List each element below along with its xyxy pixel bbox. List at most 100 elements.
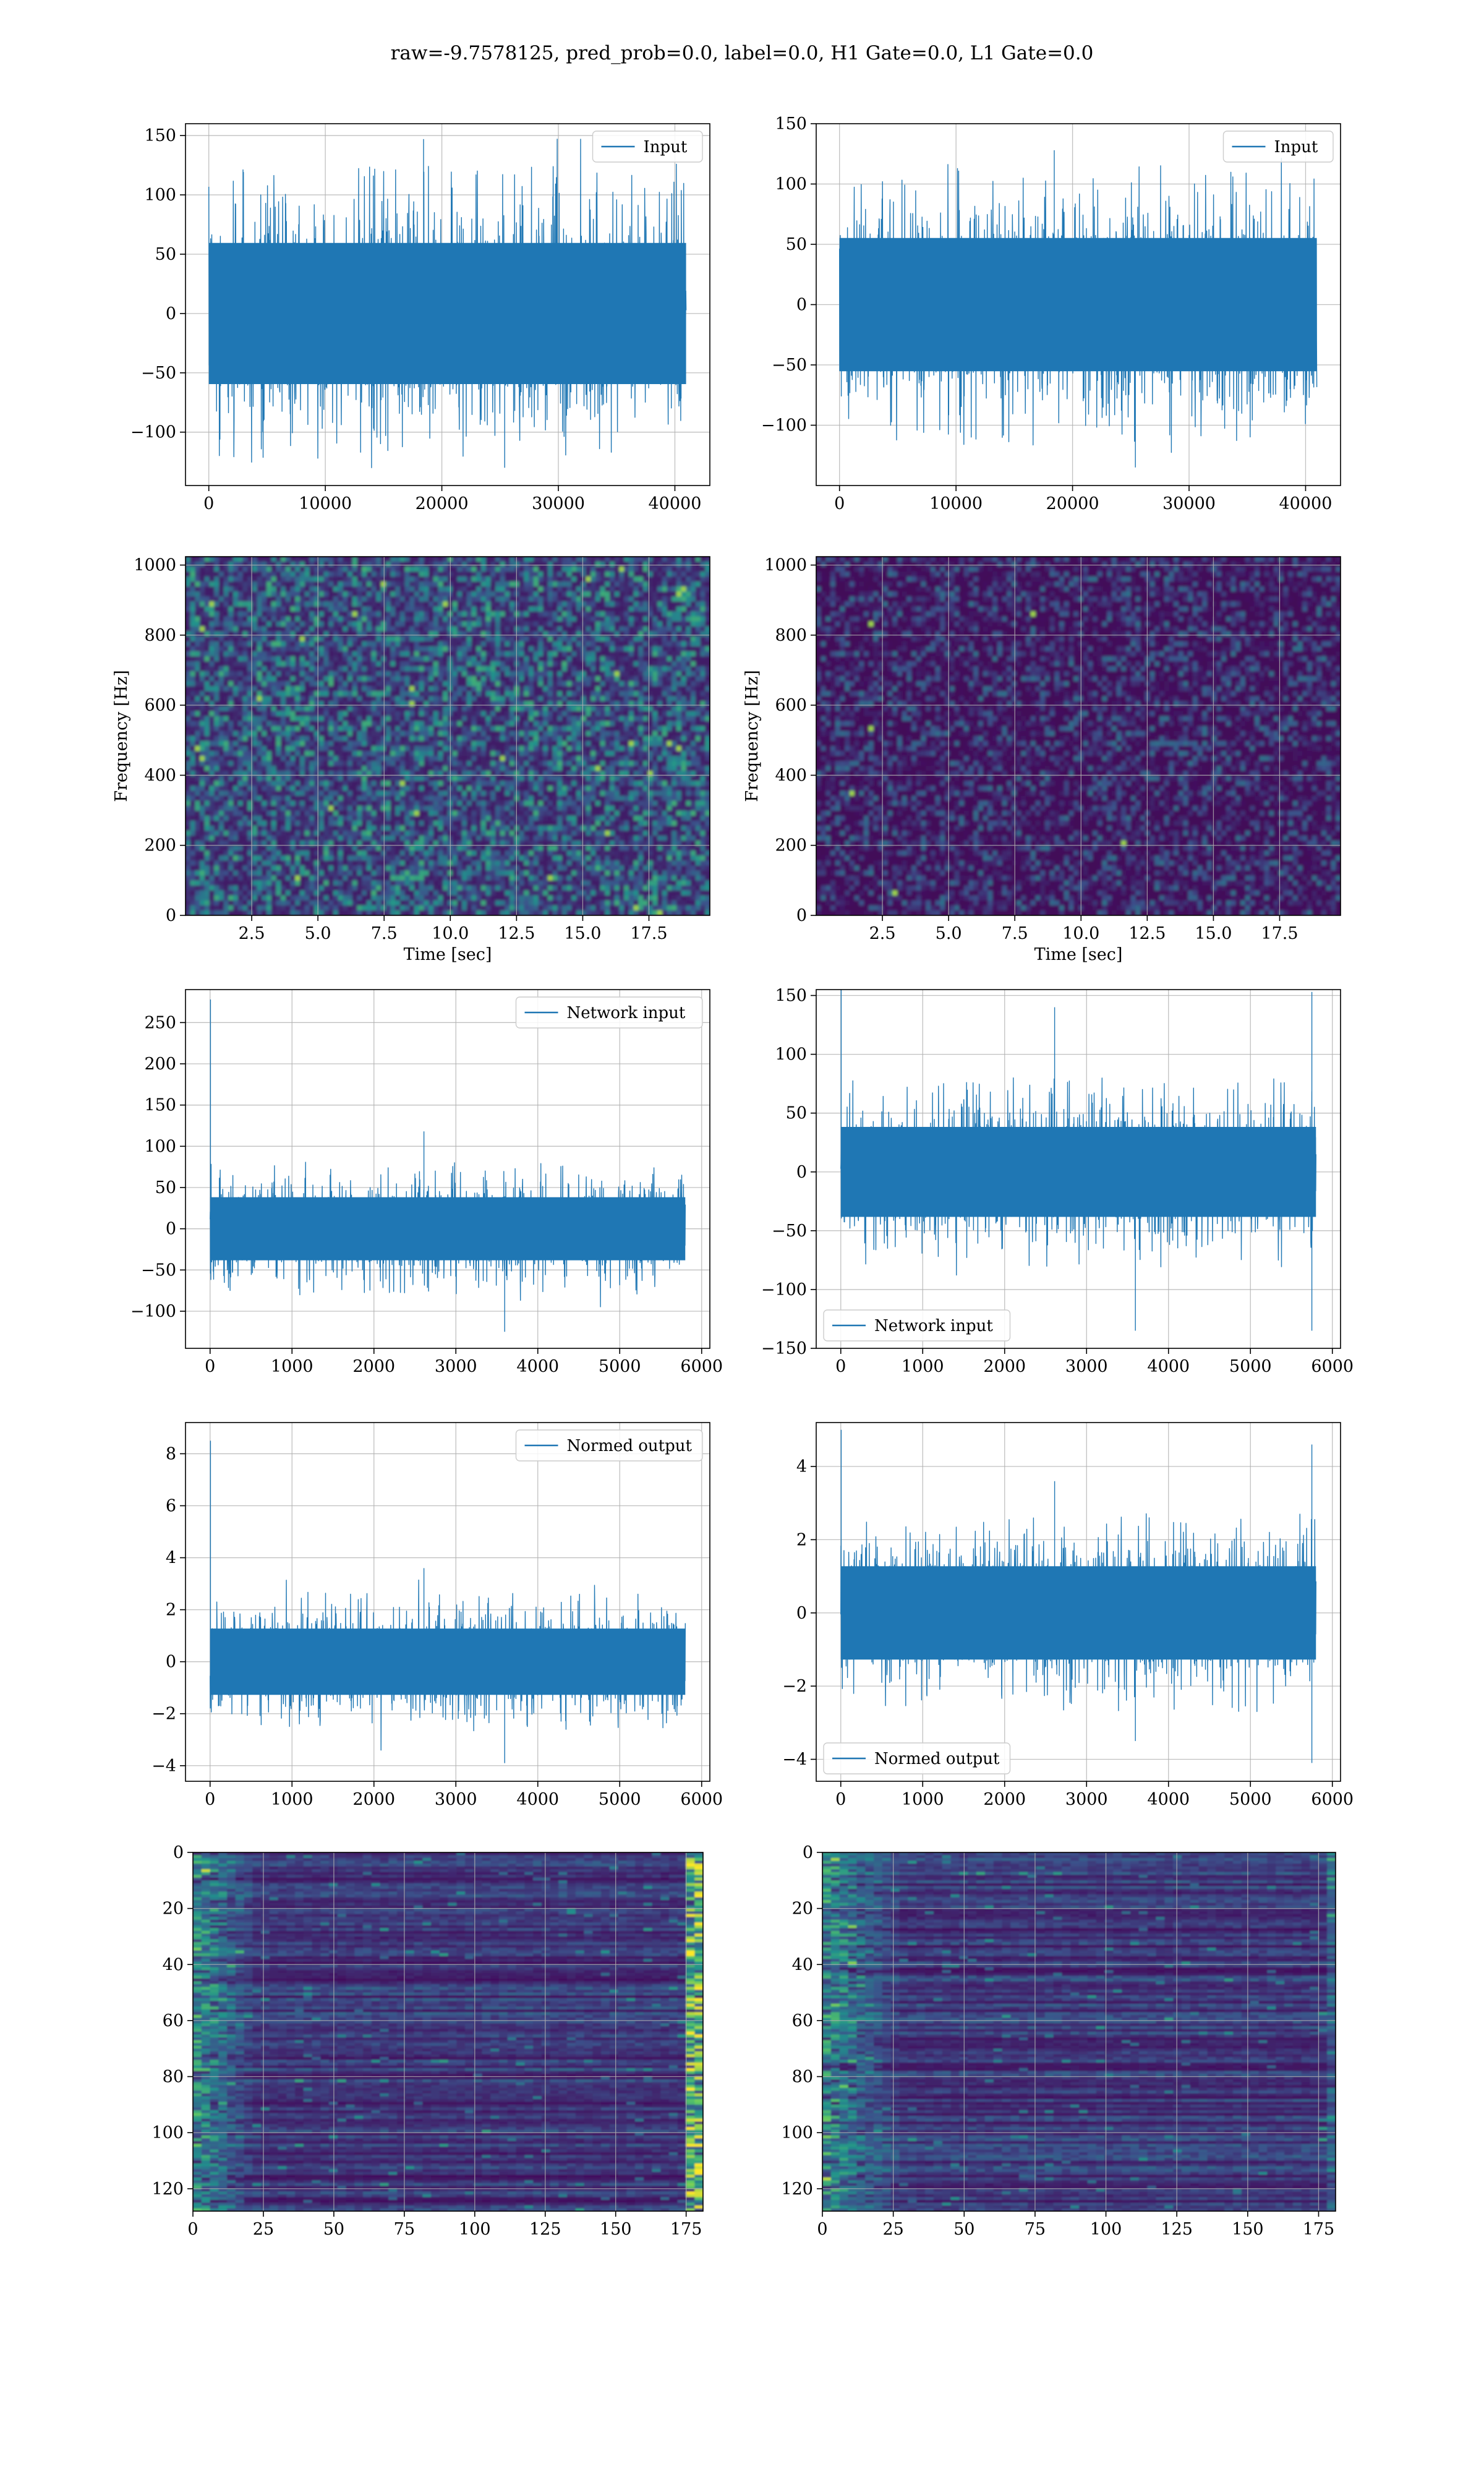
y-tick-label: 600 (775, 696, 807, 715)
x-tick-label: 7.5 (371, 924, 398, 943)
x-tick-label: 50 (953, 2220, 974, 2239)
x-tick-label: 40000 (1279, 494, 1333, 513)
legend: Normed output (515, 1429, 703, 1462)
grid-lines (186, 1423, 710, 1781)
x-tick-label: 4000 (516, 1357, 559, 1376)
y-tick-label: 120 (151, 2180, 184, 2199)
y-tick-label: 0 (166, 1653, 176, 1672)
x-tick-label: 0 (835, 1790, 846, 1809)
legend: Input (592, 131, 703, 163)
y-tick-label: 4 (166, 1549, 176, 1568)
axes-frame (816, 1422, 1341, 1782)
axes-frame (185, 1422, 710, 1782)
y-tick-label: 0 (166, 1220, 176, 1239)
plot-area (186, 124, 710, 486)
x-tick-label: 0 (203, 494, 214, 513)
y-tick-label: 0 (803, 1843, 813, 1862)
x-tick-label: 2000 (352, 1357, 395, 1376)
plot-area (186, 1423, 710, 1781)
y-tick-label: 400 (144, 766, 176, 785)
y-tick-label: 150 (775, 114, 807, 134)
grid-lines (816, 990, 1341, 1348)
x-tick-label: 5.0 (936, 924, 962, 943)
series-line (210, 1440, 686, 1763)
plot-area (186, 557, 710, 915)
x-tick-label: 5000 (1229, 1790, 1272, 1809)
x-tick-label: 175 (1303, 2220, 1335, 2239)
x-tick-label: 150 (600, 2220, 632, 2239)
x-tick-label: 0 (834, 494, 845, 513)
plot-area (193, 1852, 703, 2211)
tick-marks (811, 1466, 1333, 1787)
y-tick-label: 60 (163, 2011, 184, 2031)
y-tick-label: 120 (781, 2180, 813, 2199)
x-tick-label: 100 (459, 2220, 491, 2239)
legend-label: Network input (567, 1004, 686, 1022)
tick-marks (180, 1022, 702, 1354)
x-tick-label: 10000 (299, 494, 352, 513)
x-tick-label: 5000 (1229, 1357, 1272, 1376)
x-tick-label: 6000 (680, 1790, 723, 1809)
x-tick-label: 6000 (1311, 1790, 1354, 1809)
x-tick-label: 75 (1025, 2220, 1046, 2239)
x-tick-label: 2.5 (869, 924, 896, 943)
legend-label: Input (1274, 138, 1318, 156)
y-tick-label: 2 (796, 1530, 807, 1549)
x-tick-label: 1000 (902, 1790, 944, 1809)
y-tick-label: 100 (151, 2123, 184, 2142)
x-tick-label: 15.0 (1195, 924, 1232, 943)
y-tick-label: −50 (141, 1261, 176, 1280)
x-tick-label: 10.0 (1062, 924, 1099, 943)
y-tick-label: −100 (130, 423, 176, 442)
x-tick-label: 20000 (1046, 494, 1099, 513)
chart-r4c2: 0 1000 2000 3000 4000 5000 6000 −4 −2 0 2 4 Normed o… (782, 1422, 1354, 1809)
x-tick-label: 125 (1161, 2220, 1193, 2239)
axes-frame (185, 989, 710, 1349)
chart-r3c2: 0 1000 2000 3000 4000 5000 6000 −150 −100 −50 0 50 1… (761, 987, 1354, 1376)
x-tick-label: 0 (205, 1357, 215, 1376)
x-tick-label: 5000 (599, 1357, 641, 1376)
y-tick-label: 100 (775, 175, 807, 194)
x-tick-label: 75 (394, 2220, 415, 2239)
x-tick-label: 10.0 (432, 924, 469, 943)
x-tick-label: 1000 (271, 1790, 313, 1809)
series-band (840, 1127, 1316, 1217)
y-tick-label: 6 (166, 1496, 176, 1515)
x-tick-label: 12.5 (1128, 924, 1166, 943)
y-tick-label: 8 (166, 1444, 176, 1463)
chart-r2c2: 2.5 5.0 7.5 10.0 12.5 15.0 17.5 0 200 400 600 800 10… (743, 556, 1341, 964)
x-tick-label: 150 (1232, 2220, 1264, 2239)
x-tick-label: 0 (817, 2220, 827, 2239)
heatmap-cells (186, 557, 710, 915)
series-band (208, 242, 686, 385)
x-tick-label: 4000 (1147, 1357, 1190, 1376)
y-tick-label: 40 (163, 1955, 184, 1974)
grid-lines (816, 557, 1341, 915)
series-band (840, 1566, 1316, 1660)
y-tick-label: 0 (796, 1604, 807, 1623)
x-tick-label: 2000 (352, 1790, 395, 1809)
axes-frame (185, 123, 710, 486)
x-tick-label: 10000 (929, 494, 983, 513)
y-tick-label: 100 (144, 186, 176, 205)
x-tick-label: 2.5 (239, 924, 265, 943)
x-tick-label: 0 (835, 1357, 846, 1376)
y-tick-label: 20 (792, 1899, 813, 1919)
axes-frame (822, 1852, 1336, 2212)
y-tick-label: 60 (792, 2011, 813, 2031)
y-tick-label: 0 (796, 1163, 807, 1182)
legend: Normed output (823, 1742, 1011, 1774)
legend-label: Input (644, 138, 688, 156)
y-tick-label: 150 (144, 126, 176, 145)
x-tick-label: 0 (205, 1790, 215, 1809)
axes-frame (185, 556, 710, 916)
legend-label: Normed output (567, 1437, 693, 1455)
chart-r1c1: 0 10000 20000 30000 40000 −100 −50 0 50 100 150 Inp… (130, 123, 710, 513)
plot-area (816, 1423, 1341, 1781)
x-tick-label: 4000 (516, 1790, 559, 1809)
x-tick-label: 5000 (599, 1790, 641, 1809)
x-tick-label: 7.5 (1002, 924, 1028, 943)
y-tick-label: 80 (792, 2068, 813, 2087)
x-tick-label: 175 (670, 2220, 702, 2239)
x-tick-label: 50 (323, 2220, 344, 2239)
